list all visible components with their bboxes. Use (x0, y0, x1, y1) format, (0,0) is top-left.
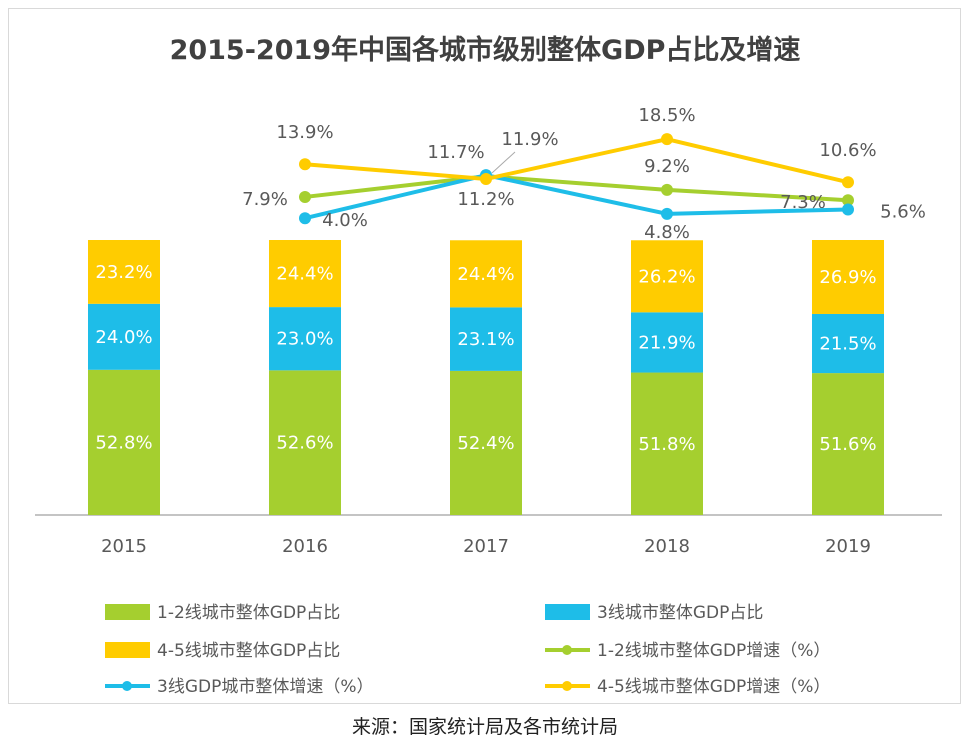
bar-label: 23.0% (276, 329, 333, 350)
bar-segment (269, 370, 341, 515)
bar-label: 52.6% (276, 433, 333, 454)
line-label: 7.9% (242, 189, 288, 210)
bar-segment (631, 372, 703, 515)
leader-line (491, 151, 516, 174)
chart-frame (8, 8, 961, 704)
x-tick-label: 2016 (282, 536, 328, 557)
line-label: 13.9% (276, 122, 333, 143)
legend-label: 3线城市整体GDP占比 (597, 603, 763, 623)
line-point (661, 183, 673, 196)
line-label: 4.0% (322, 210, 368, 231)
x-tick-label: 2018 (644, 536, 690, 557)
bar-segment (88, 303, 160, 370)
legend-marker (562, 681, 572, 691)
bar-label: 21.9% (638, 332, 695, 353)
bar-segment (269, 307, 341, 371)
line-label: 11.2% (457, 189, 514, 210)
bar-label: 23.2% (95, 262, 152, 283)
bar-label: 26.2% (638, 266, 695, 287)
legend-label: 1-2线城市整体GDP占比 (157, 603, 340, 623)
bar-label: 24.4% (457, 264, 514, 285)
line-label: 9.2% (644, 156, 690, 177)
line-point (299, 190, 311, 203)
line-label: 18.5% (638, 105, 695, 126)
legend-label: 3线GDP城市整体增速（%） (157, 677, 373, 697)
bar-segment (88, 240, 160, 304)
bar-segment (631, 312, 703, 373)
legend-swatch (105, 604, 150, 620)
bar-segment (450, 307, 522, 371)
bar-label: 26.9% (819, 267, 876, 288)
line-label: 4.8% (644, 222, 690, 243)
line-label: 11.7% (427, 142, 484, 163)
bar-label: 23.1% (457, 329, 514, 350)
bar-label: 51.8% (638, 434, 695, 455)
line-point (661, 133, 673, 146)
legend-marker (122, 681, 132, 691)
legend-label: 4-5线城市整体GDP占比 (157, 641, 340, 661)
x-tick-label: 2017 (463, 536, 509, 557)
legend-label: 1-2线城市整体GDP增速（%） (597, 641, 830, 661)
line-label: 10.6% (819, 140, 876, 161)
line-label: 11.9% (501, 129, 558, 150)
bar-label: 52.4% (457, 433, 514, 454)
legend-swatch (545, 604, 590, 620)
source-note: 来源：国家统计局及各市统计局 (351, 716, 618, 738)
chart-title: 2015-2019年中国各城市级别整体GDP占比及增速 (169, 35, 801, 66)
series-line (304, 137, 849, 185)
bar-segment (88, 369, 160, 515)
line-point (842, 176, 854, 189)
legend-marker (562, 645, 572, 655)
bar-segment (450, 370, 522, 515)
bar-segment (450, 240, 522, 308)
line-point (299, 158, 311, 171)
line-point (842, 194, 854, 207)
line-point (480, 172, 492, 185)
bar-segment (812, 313, 884, 374)
line-label: 5.6% (880, 201, 926, 222)
line-label: 7.3% (780, 192, 826, 213)
x-tick-label: 2019 (825, 536, 871, 557)
legend-label: 4-5线城市整体GDP增速（%） (597, 677, 830, 697)
bar-label: 24.0% (95, 327, 152, 348)
bar-label: 51.6% (819, 434, 876, 455)
bar-segment (812, 240, 884, 314)
series-line (304, 174, 849, 203)
bar-segment (631, 240, 703, 313)
x-tick-label: 2015 (101, 536, 147, 557)
series-line (304, 173, 849, 221)
line-point (842, 203, 854, 216)
bar-label: 24.4% (276, 264, 333, 285)
legend-swatch (105, 642, 150, 658)
bar-segment (812, 373, 884, 515)
bar-segment (269, 240, 341, 308)
bar-label: 21.5% (819, 334, 876, 355)
bar-label: 52.8% (95, 432, 152, 453)
line-point (661, 207, 673, 220)
line-point (299, 212, 311, 225)
